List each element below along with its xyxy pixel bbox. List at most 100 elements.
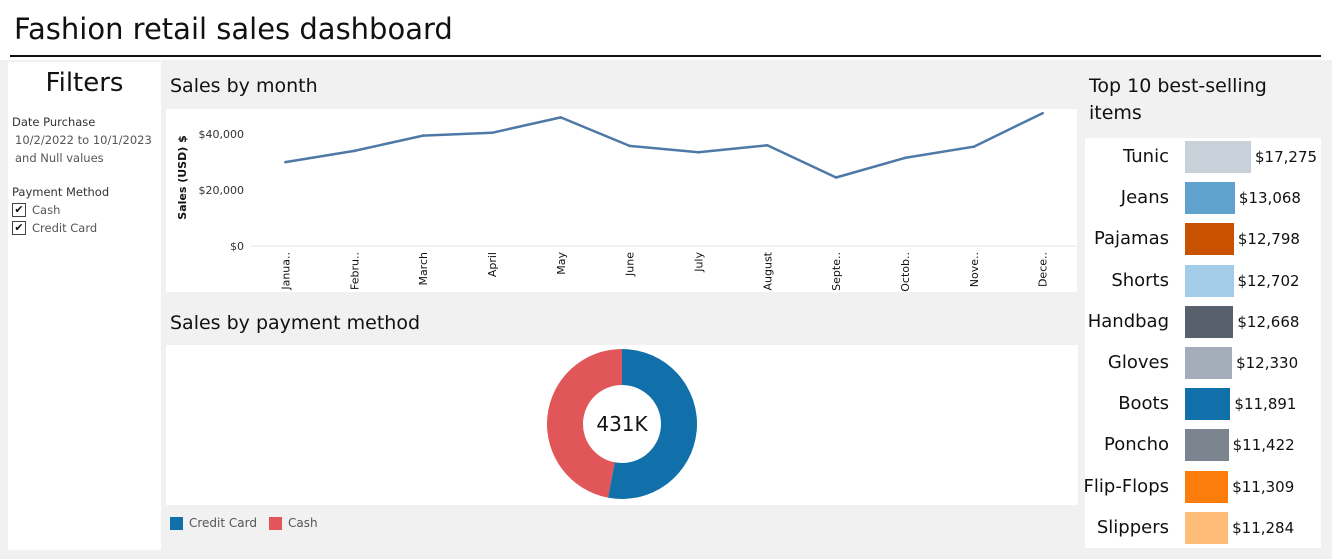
bar[interactable]: [1185, 305, 1234, 338]
donut-slice-credit-card: [607, 349, 697, 499]
bar-value-label: $12,798: [1237, 230, 1300, 249]
bar-category-label: Gloves: [1107, 352, 1169, 373]
date-range-value[interactable]: 10/2/2022 to 10/1/2023: [15, 133, 152, 147]
bar-row[interactable]: Shorts $12,702: [1085, 264, 1321, 297]
sales-by-month-panel: Sales (USD) $ $0 $20,000 $40,000 Janua.. Febr…: [166, 109, 1077, 292]
bar[interactable]: [1185, 347, 1233, 379]
legend-label-credit-card: Credit Card: [189, 516, 257, 530]
title-divider: [10, 55, 1321, 57]
bar-value-label: $11,891: [1234, 395, 1297, 414]
x-tick-label: Janua..: [279, 252, 292, 291]
sales-line: [285, 112, 1044, 179]
donut-slice-cash: [546, 349, 622, 498]
x-tick-label: Septe..: [830, 252, 843, 291]
date-purchase-label: Date Purchase: [12, 115, 96, 129]
sales-by-month-chart: Sales (USD) $ $0 $20,000 $40,000 Janua.. Febr…: [176, 111, 1077, 292]
bar[interactable]: [1185, 264, 1234, 297]
top-items-title-line2: items: [1089, 102, 1142, 124]
x-tick-label: Dece..: [1037, 252, 1050, 287]
bar-category-label: Handbag: [1087, 310, 1169, 332]
bar-row[interactable]: Handbag $12,668: [1085, 305, 1321, 338]
bar-value-label: $12,330: [1236, 354, 1299, 372]
bar-value-label: $11,284: [1232, 518, 1295, 537]
legend-label-cash: Cash: [288, 516, 318, 530]
bar-value-label: $13,068: [1238, 189, 1301, 208]
x-tick-label: June: [624, 252, 637, 277]
sales-point: [972, 145, 976, 149]
sales-point: [284, 160, 287, 164]
y-axis-label: Sales (USD) $: [176, 135, 189, 219]
sales-point: [903, 156, 907, 160]
sales-by-payment-panel: 431K: [166, 345, 1078, 505]
bar-category-label: Poncho: [1104, 434, 1169, 456]
credit-card-checkbox[interactable]: ✔: [12, 221, 26, 235]
donut-center-label: 431K: [596, 412, 648, 436]
bar-category-label: Boots: [1118, 393, 1169, 415]
x-tick-label: Octob..: [899, 252, 912, 292]
filters-title: Filters: [45, 68, 124, 98]
bar[interactable]: [1185, 470, 1229, 503]
cash-option-label: Cash: [32, 203, 61, 217]
bar[interactable]: [1185, 388, 1231, 421]
x-tick-label: Febru..: [348, 252, 361, 290]
bar-row[interactable]: Gloves $12,330: [1085, 347, 1321, 379]
x-tick-label: Nove..: [968, 252, 981, 287]
top-items-title-line1: Top 10 best-selling: [1089, 75, 1267, 97]
payment-method-label: Payment Method: [12, 185, 110, 199]
bar[interactable]: [1185, 141, 1251, 173]
credit-card-option-label: Credit Card: [32, 221, 98, 235]
bar-value-label: $17,275: [1255, 148, 1318, 166]
bar-value-label: $12,702: [1237, 271, 1300, 290]
bar-category-label: Jeans: [1120, 187, 1169, 209]
filter-option-cash[interactable]: ✔ Cash: [12, 202, 60, 218]
x-tick-label: August: [761, 251, 774, 290]
bar[interactable]: [1185, 182, 1235, 215]
filter-option-credit-card[interactable]: ✔ Credit Card: [12, 220, 97, 236]
bar-row[interactable]: Poncho $11,422: [1085, 429, 1321, 462]
bar-row[interactable]: Pajamas $12,798: [1085, 223, 1321, 256]
bar-row[interactable]: Flip-Flops $11,309: [1083, 470, 1321, 503]
y-tick-label: $0: [230, 240, 244, 253]
payment-donut-chart: 431K: [546, 349, 697, 499]
bar[interactable]: [1185, 511, 1229, 544]
sales-point: [765, 144, 769, 147]
y-tick-label: $20,000: [199, 184, 245, 197]
sales-point: [490, 131, 494, 135]
sales-point: [1041, 111, 1044, 115]
bar-row[interactable]: Jeans $13,068: [1085, 182, 1321, 215]
bar[interactable]: [1185, 429, 1229, 462]
cash-checkbox[interactable]: ✔: [12, 203, 26, 217]
x-tick-label: March: [417, 252, 430, 286]
legend-cash[interactable]: Cash: [269, 516, 318, 530]
bar-value-label: $11,422: [1232, 436, 1295, 455]
bar-category-label: Pajamas: [1093, 228, 1169, 250]
bar-category-label: Shorts: [1111, 269, 1169, 291]
bar-row[interactable]: Slippers $11,284: [1085, 511, 1321, 544]
top-items-title: Top 10 best-selling items: [1089, 73, 1319, 127]
bar-row[interactable]: Tunic $17,275: [1085, 141, 1321, 173]
bar-value-label: $12,668: [1237, 312, 1300, 331]
legend-credit-card[interactable]: Credit Card: [170, 516, 257, 530]
legend-swatch-cash: [269, 516, 282, 530]
filters-panel: Filters Date Purchase 10/2/2022 to 10/1/…: [8, 62, 161, 550]
bar-value-label: $11,309: [1232, 477, 1295, 496]
bar-row[interactable]: Boots $11,891: [1085, 388, 1321, 421]
sales-point: [834, 176, 838, 179]
sales-point: [628, 144, 631, 148]
sales-by-payment-title: Sales by payment method: [170, 312, 421, 334]
legend-swatch-credit-card: [170, 516, 183, 530]
bar-category-label: Flip-Flops: [1083, 475, 1169, 497]
bar-category-label: Slippers: [1096, 516, 1169, 538]
sales-by-month-title: Sales by month: [170, 75, 318, 97]
x-tick-label: May: [555, 252, 568, 275]
bar[interactable]: [1185, 223, 1234, 256]
bar-category-label: Tunic: [1123, 146, 1169, 167]
x-tick-label: April: [486, 252, 499, 277]
date-null-value[interactable]: and Null values: [15, 151, 104, 165]
y-tick-label: $40,000: [199, 128, 245, 141]
dashboard-title: Fashion retail sales dashboard: [14, 12, 453, 46]
sales-point: [421, 134, 425, 137]
sales-point: [559, 116, 563, 119]
x-tick-label: July: [692, 252, 705, 273]
sales-point: [697, 151, 700, 154]
